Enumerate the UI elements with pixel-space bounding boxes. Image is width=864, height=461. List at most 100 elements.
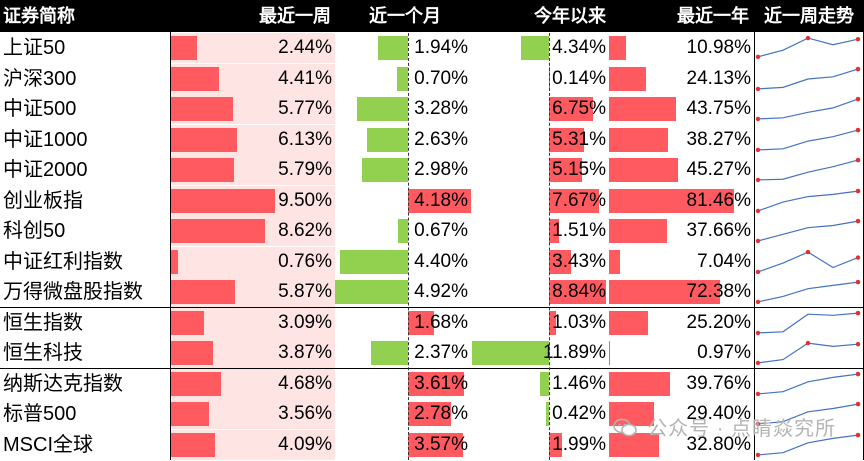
month-value: 4.18% — [414, 189, 468, 211]
ytd-cell: 0.42% — [471, 399, 609, 429]
year-value: 38.27% — [686, 128, 751, 150]
sparkline-marker — [855, 218, 861, 224]
sparkline-marker — [755, 208, 761, 213]
ytd-cell: 6.75% — [471, 94, 609, 124]
year-cell: 0.97% — [609, 338, 754, 368]
sparkline-line — [757, 190, 859, 211]
month-bar — [408, 432, 464, 457]
sparkline-line — [757, 281, 859, 303]
watermark-text: 公众号 · 点睛焱究所 — [647, 418, 836, 440]
sparkline-marker — [855, 254, 861, 260]
table-row: 标普500 3.56% 2.78% 0.42% 29.40% — [0, 399, 864, 429]
ytd-bar — [549, 219, 559, 243]
sparkline-marker — [805, 35, 811, 41]
ytd-cell: 4.34% — [471, 33, 609, 63]
year-value: 81.46% — [686, 189, 751, 211]
year-value: 7.04% — [697, 250, 751, 272]
week-bar — [170, 402, 210, 426]
security-name: 万得微盘股指数 — [3, 281, 143, 303]
year-value: 29.40% — [686, 403, 751, 424]
trend-sparkline — [754, 33, 864, 63]
header-name: 证券简称 — [0, 0, 170, 32]
month-value: 2.98% — [414, 159, 468, 180]
week-value: 3.87% — [278, 342, 332, 363]
year-cell: 32.80% — [609, 430, 754, 460]
ytd-bar — [539, 371, 549, 396]
week-bar — [170, 188, 275, 213]
ytd-value: 0.42% — [552, 403, 606, 424]
week-cell: 0.76% — [170, 246, 335, 277]
sparkline-marker — [755, 360, 761, 366]
header-month: 近一个月 — [335, 0, 471, 32]
week-cell: 2.44% — [170, 33, 335, 63]
security-name: 中证1000 — [3, 128, 88, 151]
column-divider — [754, 0, 755, 460]
ytd-bar — [549, 188, 599, 213]
sparkline-marker — [855, 157, 861, 163]
sparkline-marker — [855, 37, 861, 42]
week-cell: 4.68% — [170, 368, 335, 399]
week-bar — [170, 432, 215, 457]
sparkline-marker — [755, 391, 761, 396]
sparkline-marker — [755, 299, 761, 305]
month-bar — [408, 402, 452, 426]
header-week: 最近一周 — [170, 0, 335, 32]
sparkline-line — [757, 312, 859, 333]
month-bar — [408, 310, 435, 335]
week-bar — [170, 371, 222, 396]
ytd-value: 3.43% — [552, 250, 606, 272]
month-cell: 2.98% — [335, 155, 471, 185]
week-cell: 4.09% — [170, 429, 335, 460]
week-value: 3.56% — [278, 403, 332, 424]
week-cell: 4.41% — [170, 63, 335, 94]
month-bar — [357, 97, 408, 121]
year-value: 24.13% — [686, 67, 751, 89]
month-cell: 1.94% — [335, 33, 471, 63]
sparkline-marker — [755, 452, 761, 457]
ytd-bar — [549, 280, 607, 304]
ytd-value: 5.31% — [552, 128, 606, 150]
table-row: MSCI全球 4.09% 3.57% 1.99% 32.80% — [0, 429, 864, 460]
year-cell: 81.46% — [609, 186, 754, 216]
year-cell: 10.98% — [609, 33, 754, 63]
year-bar — [609, 66, 646, 91]
security-name: 恒生指数 — [3, 311, 83, 334]
trend-sparkline — [754, 216, 864, 246]
header-ytd: 今年以来 — [471, 0, 609, 32]
ytd-cell: 11.89% — [471, 338, 609, 368]
sparkline-chart — [755, 127, 861, 152]
sparkline-chart — [755, 188, 861, 213]
week-value: 0.76% — [278, 250, 332, 272]
year-cell: 25.20% — [609, 308, 754, 338]
week-value: 5.77% — [278, 98, 332, 119]
ytd-cell: 1.99% — [471, 430, 609, 460]
sparkline-chart — [755, 66, 861, 91]
sparkline-marker — [855, 401, 861, 407]
month-cell: 0.70% — [335, 64, 471, 94]
year-cell: 39.76% — [609, 369, 754, 399]
trend-sparkline — [754, 308, 864, 338]
week-bar — [170, 310, 204, 335]
ytd-value: 11.89% — [542, 342, 606, 363]
year-cell: 72.38% — [609, 277, 754, 307]
security-name: 标普500 — [3, 403, 77, 425]
sparkline-chart — [755, 249, 861, 274]
year-cell: 37.66% — [609, 216, 754, 246]
sparkline-chart — [755, 432, 861, 457]
month-bar — [361, 158, 408, 182]
sparkline-marker — [755, 116, 761, 122]
month-cell: 2.78% — [335, 399, 471, 429]
sparkline-marker — [855, 96, 861, 102]
month-value: 3.61% — [414, 372, 468, 394]
sparkline-chart — [755, 35, 861, 59]
table-row: 中证500 5.77% 3.28% 6.75% 43.75% — [0, 94, 864, 124]
month-cell: 3.61% — [335, 369, 471, 399]
security-name: 中证红利指数 — [3, 250, 123, 273]
year-value: 0.97% — [697, 342, 751, 363]
table-row: 万得微盘股指数 5.87% 4.92% 8.84% 72.38% — [0, 277, 864, 307]
week-cell: 8.62% — [170, 216, 335, 246]
week-cell: 5.87% — [170, 277, 335, 307]
ytd-value: 7.67% — [552, 189, 606, 211]
sparkline-chart — [755, 279, 861, 305]
